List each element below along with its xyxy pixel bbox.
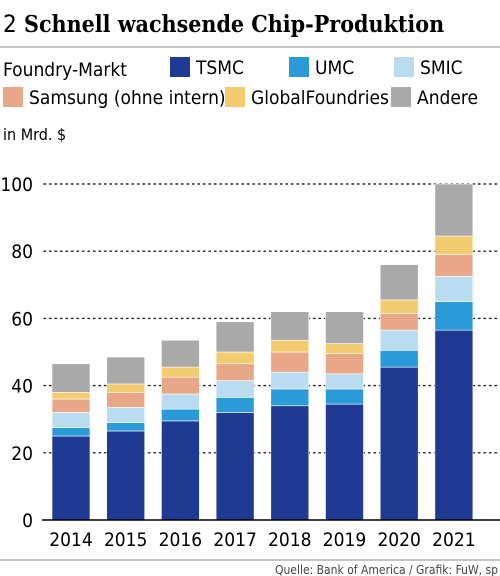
source-note: Quelle: Bank of America / Grafik: FuW, s… — [275, 563, 498, 576]
legend-swatch — [289, 57, 309, 77]
bar-stack-2014 — [51, 363, 91, 521]
bar-segment-smic — [51, 412, 91, 428]
bar-segment-tsmc — [325, 403, 364, 521]
legend-label: TSMC — [195, 57, 244, 79]
legend-item: GlobalFoundries — [225, 87, 389, 109]
bar-segment-smic — [106, 407, 145, 423]
legend-item: SMIC — [394, 57, 463, 79]
bar-segment-samsung-ohne-intern — [434, 254, 474, 277]
bar-stack-2021 — [434, 183, 474, 521]
bar-segment-umc — [325, 388, 364, 405]
y-tick-label: 80 — [11, 241, 33, 263]
bar-segment-smic — [325, 373, 364, 390]
x-tick-label: 2018 — [268, 529, 312, 551]
bar-segment-globalfoundries — [161, 366, 200, 378]
bar-segment-samsung-ohne-intern — [51, 398, 91, 413]
legend-label: GlobalFoundries — [251, 87, 389, 109]
bar-segment-globalfoundries — [215, 351, 255, 365]
bar-segment-globalfoundries — [51, 392, 91, 400]
bar-stack-2015 — [106, 356, 145, 521]
bar-segment-smic — [161, 393, 200, 410]
legend-label: UMC — [315, 57, 354, 79]
legend-swatch — [225, 87, 245, 107]
legend-swatch — [170, 57, 190, 77]
legend-item: TSMC — [170, 57, 244, 79]
bar-segment-smic — [434, 276, 474, 302]
bar-segment-globalfoundries — [434, 235, 474, 255]
legend-title: Foundry-Markt — [3, 59, 127, 81]
bar-segment-andere — [215, 321, 255, 353]
chart-title: Schnell wachsende Chip-Produktion — [24, 11, 444, 38]
bar-stack-2019 — [325, 311, 364, 521]
x-tick-label: 2020 — [377, 529, 421, 551]
bar-segment-andere — [434, 183, 474, 237]
bar-segment-smic — [215, 380, 255, 398]
x-axis: 2014 2015 2016 2017 2018 2019 2020 2021 — [49, 529, 475, 551]
bar-segment-tsmc — [379, 366, 419, 521]
chart-header: 2 Schnell wachsende Chip-Produktion — [3, 10, 444, 38]
bar-stack-2020 — [379, 264, 419, 521]
bar-stack-2018 — [270, 311, 310, 521]
bar-segment-tsmc — [51, 435, 91, 521]
x-tick-label: 2016 — [159, 529, 203, 551]
y-tick-label: 20 — [11, 443, 33, 465]
y-axis: 0 20 40 60 80 100 — [0, 174, 33, 532]
bar-segment-andere — [51, 363, 91, 393]
bar-segment-andere — [106, 356, 145, 385]
bar-segment-andere — [270, 311, 310, 341]
bar-segment-samsung-ohne-intern — [270, 351, 310, 373]
legend-label: Samsung (ohne intern) — [29, 87, 226, 109]
x-tick-label: 2019 — [323, 529, 367, 551]
bars — [51, 183, 474, 521]
bar-segment-umc — [270, 388, 310, 407]
bar-segment-andere — [161, 339, 200, 368]
y-tick-label: 40 — [11, 376, 33, 398]
figure-number: 2 — [3, 10, 17, 38]
bar-segment-tsmc — [270, 405, 310, 521]
y-tick-label: 0 — [22, 510, 33, 532]
bar-segment-globalfoundries — [379, 299, 419, 314]
bar-segment-globalfoundries — [325, 343, 364, 354]
bar-segment-andere — [379, 264, 419, 301]
bar-segment-samsung-ohne-intern — [379, 313, 419, 331]
legend-item: UMC — [289, 57, 354, 79]
bar-segment-umc — [51, 427, 91, 437]
legend-item: Samsung (ohne intern) — [3, 87, 226, 109]
bar-segment-smic — [270, 371, 310, 390]
bar-segment-umc — [379, 350, 419, 368]
bar-segment-samsung-ohne-intern — [161, 376, 200, 395]
y-axis-label: in Mrd. $ — [3, 125, 66, 144]
x-tick-label: 2014 — [49, 529, 93, 551]
bar-segment-umc — [215, 397, 255, 413]
x-tick-label: 2015 — [104, 529, 148, 551]
legend-swatch — [3, 87, 23, 107]
bar-segment-umc — [106, 422, 145, 432]
bar-segment-tsmc — [161, 420, 200, 521]
legend-swatch — [391, 87, 411, 107]
bar-segment-tsmc — [434, 329, 474, 521]
x-tick-label: 2017 — [213, 529, 257, 551]
bar-stack-2016 — [161, 339, 200, 521]
bar-stack-2017 — [215, 321, 255, 521]
y-tick-label: 60 — [11, 308, 33, 330]
bar-segment-samsung-ohne-intern — [215, 363, 255, 381]
legend-item: Andere — [391, 87, 478, 109]
bar-segment-andere — [325, 311, 364, 344]
legend-swatch — [394, 57, 414, 77]
bar-segment-globalfoundries — [270, 339, 310, 353]
y-tick-label: 100 — [0, 174, 33, 196]
bar-segment-tsmc — [106, 430, 145, 521]
bar-segment-smic — [379, 329, 419, 351]
bar-segment-samsung-ohne-intern — [325, 353, 364, 375]
bar-segment-umc — [161, 408, 200, 422]
bar-segment-globalfoundries — [106, 383, 145, 393]
bar-segment-tsmc — [215, 412, 255, 521]
bar-segment-samsung-ohne-intern — [106, 392, 145, 408]
x-tick-label: 2021 — [432, 529, 476, 551]
bar-segment-umc — [434, 301, 474, 331]
legend-label: SMIC — [420, 57, 463, 79]
legend: TSMC UMC SMIC Samsung (ohne intern) GlobalFo… — [3, 57, 478, 109]
legend-label: Andere — [417, 87, 478, 109]
